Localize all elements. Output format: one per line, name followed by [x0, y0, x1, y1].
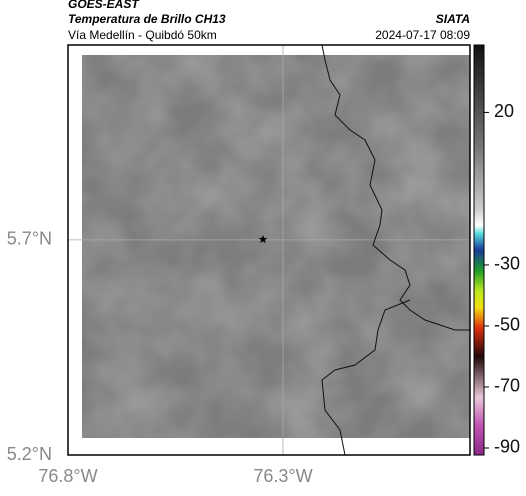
x-tick-label: 76.3°W [253, 466, 312, 486]
colorbar [473, 44, 485, 456]
x-tick-label: 76.8°W [38, 466, 97, 486]
image-texture [82, 55, 470, 438]
datetime: 2024-07-17 08:09 [375, 28, 470, 42]
map [67, 44, 471, 456]
colorbar-tick-label: -50 [494, 315, 520, 335]
border [321, 44, 470, 331]
border [321, 299, 411, 456]
title: GOES-EAST [68, 0, 140, 11]
colorbar-tick-label: 20 [494, 101, 514, 121]
source: SIATA [436, 12, 470, 26]
y-tick-label: 5.7°N [7, 229, 52, 249]
colorbar-tick-label: -30 [494, 254, 520, 274]
colorbar-tick-label: -70 [494, 376, 520, 396]
location-marker [258, 235, 268, 244]
colorbar-tick-label: -90 [494, 437, 520, 457]
map-frame [67, 44, 471, 456]
route: Vía Medellín - Quibdó 50km [68, 28, 217, 42]
subtitle: Temperatura de Brillo CH13 [68, 12, 226, 26]
y-tick-label: 5.2°N [7, 444, 52, 464]
